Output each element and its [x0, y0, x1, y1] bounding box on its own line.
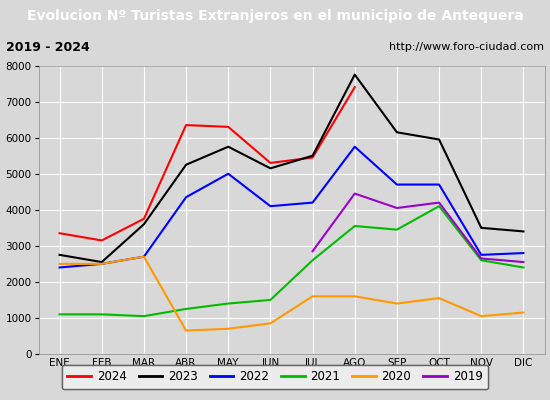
Legend: 2024, 2023, 2022, 2021, 2020, 2019: 2024, 2023, 2022, 2021, 2020, 2019 [62, 364, 488, 390]
Text: http://www.foro-ciudad.com: http://www.foro-ciudad.com [389, 42, 544, 52]
Text: Evolucion Nº Turistas Extranjeros en el municipio de Antequera: Evolucion Nº Turistas Extranjeros en el … [26, 9, 524, 23]
Text: 2019 - 2024: 2019 - 2024 [6, 41, 89, 54]
